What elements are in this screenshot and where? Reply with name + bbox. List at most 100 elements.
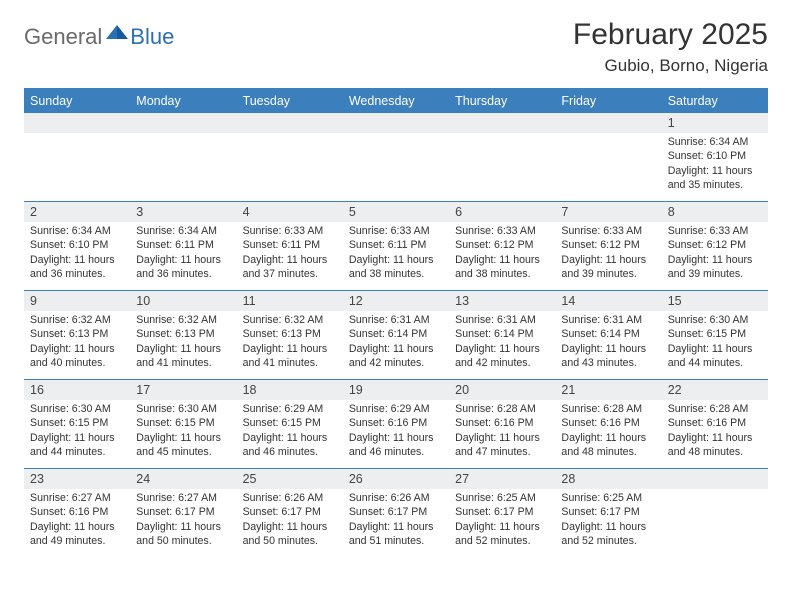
sunrise-line: Sunrise: 6:34 AM <box>136 224 230 238</box>
day-details: Sunrise: 6:31 AMSunset: 6:14 PMDaylight:… <box>555 311 661 379</box>
sunrise-line: Sunrise: 6:30 AM <box>30 402 124 416</box>
header: General Blue February 2025 Gubio, Borno,… <box>24 18 768 76</box>
sunset-line: Sunset: 6:15 PM <box>243 416 337 430</box>
location-label: Gubio, Borno, Nigeria <box>573 56 768 76</box>
day-details <box>237 133 343 201</box>
day-number: 13 <box>449 291 555 311</box>
day-details: Sunrise: 6:28 AMSunset: 6:16 PMDaylight:… <box>662 400 768 468</box>
day-details: Sunrise: 6:32 AMSunset: 6:13 PMDaylight:… <box>237 311 343 379</box>
day-details <box>24 133 130 201</box>
day-details: Sunrise: 6:26 AMSunset: 6:17 PMDaylight:… <box>343 489 449 557</box>
sunrise-line: Sunrise: 6:34 AM <box>30 224 124 238</box>
sunset-line: Sunset: 6:11 PM <box>243 238 337 252</box>
day-details: Sunrise: 6:33 AMSunset: 6:12 PMDaylight:… <box>662 222 768 290</box>
daylight-line: Daylight: 11 hours and 37 minutes. <box>243 253 337 282</box>
daynum-row: 232425262728 <box>24 468 768 489</box>
day-details: Sunrise: 6:29 AMSunset: 6:15 PMDaylight:… <box>237 400 343 468</box>
daylight-line: Daylight: 11 hours and 39 minutes. <box>668 253 762 282</box>
day-number: 4 <box>237 202 343 222</box>
details-row: Sunrise: 6:30 AMSunset: 6:15 PMDaylight:… <box>24 400 768 468</box>
daylight-line: Daylight: 11 hours and 39 minutes. <box>561 253 655 282</box>
day-details: Sunrise: 6:30 AMSunset: 6:15 PMDaylight:… <box>24 400 130 468</box>
day-number: 7 <box>555 202 661 222</box>
daynum-row: 2345678 <box>24 201 768 222</box>
weekday-friday: Friday <box>555 90 661 113</box>
day-number <box>449 113 555 133</box>
day-number: 9 <box>24 291 130 311</box>
day-details: Sunrise: 6:31 AMSunset: 6:14 PMDaylight:… <box>449 311 555 379</box>
sunrise-line: Sunrise: 6:28 AM <box>455 402 549 416</box>
day-details: Sunrise: 6:27 AMSunset: 6:17 PMDaylight:… <box>130 489 236 557</box>
day-number: 28 <box>555 469 661 489</box>
day-number: 3 <box>130 202 236 222</box>
sunrise-line: Sunrise: 6:25 AM <box>455 491 549 505</box>
day-details <box>130 133 236 201</box>
day-details: Sunrise: 6:33 AMSunset: 6:12 PMDaylight:… <box>449 222 555 290</box>
day-details: Sunrise: 6:30 AMSunset: 6:15 PMDaylight:… <box>130 400 236 468</box>
sunrise-line: Sunrise: 6:25 AM <box>561 491 655 505</box>
daylight-line: Daylight: 11 hours and 36 minutes. <box>136 253 230 282</box>
sunset-line: Sunset: 6:13 PM <box>30 327 124 341</box>
day-number: 20 <box>449 380 555 400</box>
sunrise-line: Sunrise: 6:30 AM <box>668 313 762 327</box>
day-number <box>662 469 768 489</box>
day-details <box>555 133 661 201</box>
logo-text-blue: Blue <box>130 24 174 50</box>
day-details: Sunrise: 6:31 AMSunset: 6:14 PMDaylight:… <box>343 311 449 379</box>
sunset-line: Sunset: 6:10 PM <box>668 149 762 163</box>
sunset-line: Sunset: 6:15 PM <box>136 416 230 430</box>
sunrise-line: Sunrise: 6:27 AM <box>136 491 230 505</box>
sunrise-line: Sunrise: 6:27 AM <box>30 491 124 505</box>
daylight-line: Daylight: 11 hours and 40 minutes. <box>30 342 124 371</box>
day-details: Sunrise: 6:25 AMSunset: 6:17 PMDaylight:… <box>555 489 661 557</box>
day-number: 17 <box>130 380 236 400</box>
day-details: Sunrise: 6:28 AMSunset: 6:16 PMDaylight:… <box>449 400 555 468</box>
sunrise-line: Sunrise: 6:28 AM <box>668 402 762 416</box>
day-number: 21 <box>555 380 661 400</box>
daynum-row: 1 <box>24 113 768 133</box>
daylight-line: Daylight: 11 hours and 50 minutes. <box>243 520 337 549</box>
day-number: 25 <box>237 469 343 489</box>
sunset-line: Sunset: 6:15 PM <box>668 327 762 341</box>
details-row: Sunrise: 6:27 AMSunset: 6:16 PMDaylight:… <box>24 489 768 557</box>
daylight-line: Daylight: 11 hours and 44 minutes. <box>668 342 762 371</box>
sunset-line: Sunset: 6:11 PM <box>349 238 443 252</box>
daylight-line: Daylight: 11 hours and 46 minutes. <box>243 431 337 460</box>
day-details <box>449 133 555 201</box>
logo-text-general: General <box>24 24 102 50</box>
sunset-line: Sunset: 6:17 PM <box>349 505 443 519</box>
day-details: Sunrise: 6:33 AMSunset: 6:12 PMDaylight:… <box>555 222 661 290</box>
sunset-line: Sunset: 6:16 PM <box>349 416 443 430</box>
day-number: 19 <box>343 380 449 400</box>
day-number: 16 <box>24 380 130 400</box>
daylight-line: Daylight: 11 hours and 36 minutes. <box>30 253 124 282</box>
sunset-line: Sunset: 6:12 PM <box>455 238 549 252</box>
sunrise-line: Sunrise: 6:31 AM <box>455 313 549 327</box>
details-row: Sunrise: 6:32 AMSunset: 6:13 PMDaylight:… <box>24 311 768 379</box>
daylight-line: Daylight: 11 hours and 47 minutes. <box>455 431 549 460</box>
sunrise-line: Sunrise: 6:28 AM <box>561 402 655 416</box>
day-details: Sunrise: 6:30 AMSunset: 6:15 PMDaylight:… <box>662 311 768 379</box>
sunset-line: Sunset: 6:13 PM <box>243 327 337 341</box>
day-number: 14 <box>555 291 661 311</box>
sunset-line: Sunset: 6:13 PM <box>136 327 230 341</box>
day-details: Sunrise: 6:32 AMSunset: 6:13 PMDaylight:… <box>130 311 236 379</box>
sunrise-line: Sunrise: 6:26 AM <box>243 491 337 505</box>
day-number: 22 <box>662 380 768 400</box>
daylight-line: Daylight: 11 hours and 52 minutes. <box>561 520 655 549</box>
sunset-line: Sunset: 6:14 PM <box>349 327 443 341</box>
sunset-line: Sunset: 6:11 PM <box>136 238 230 252</box>
day-details: Sunrise: 6:26 AMSunset: 6:17 PMDaylight:… <box>237 489 343 557</box>
weekday-sunday: Sunday <box>24 90 130 113</box>
daylight-line: Daylight: 11 hours and 41 minutes. <box>136 342 230 371</box>
daylight-line: Daylight: 11 hours and 48 minutes. <box>668 431 762 460</box>
sunrise-line: Sunrise: 6:33 AM <box>561 224 655 238</box>
day-number: 23 <box>24 469 130 489</box>
sunset-line: Sunset: 6:17 PM <box>136 505 230 519</box>
sunset-line: Sunset: 6:16 PM <box>455 416 549 430</box>
daylight-line: Daylight: 11 hours and 44 minutes. <box>30 431 124 460</box>
weekday-header-row: SundayMondayTuesdayWednesdayThursdayFrid… <box>24 90 768 113</box>
sunset-line: Sunset: 6:12 PM <box>668 238 762 252</box>
sunset-line: Sunset: 6:17 PM <box>561 505 655 519</box>
day-number: 15 <box>662 291 768 311</box>
